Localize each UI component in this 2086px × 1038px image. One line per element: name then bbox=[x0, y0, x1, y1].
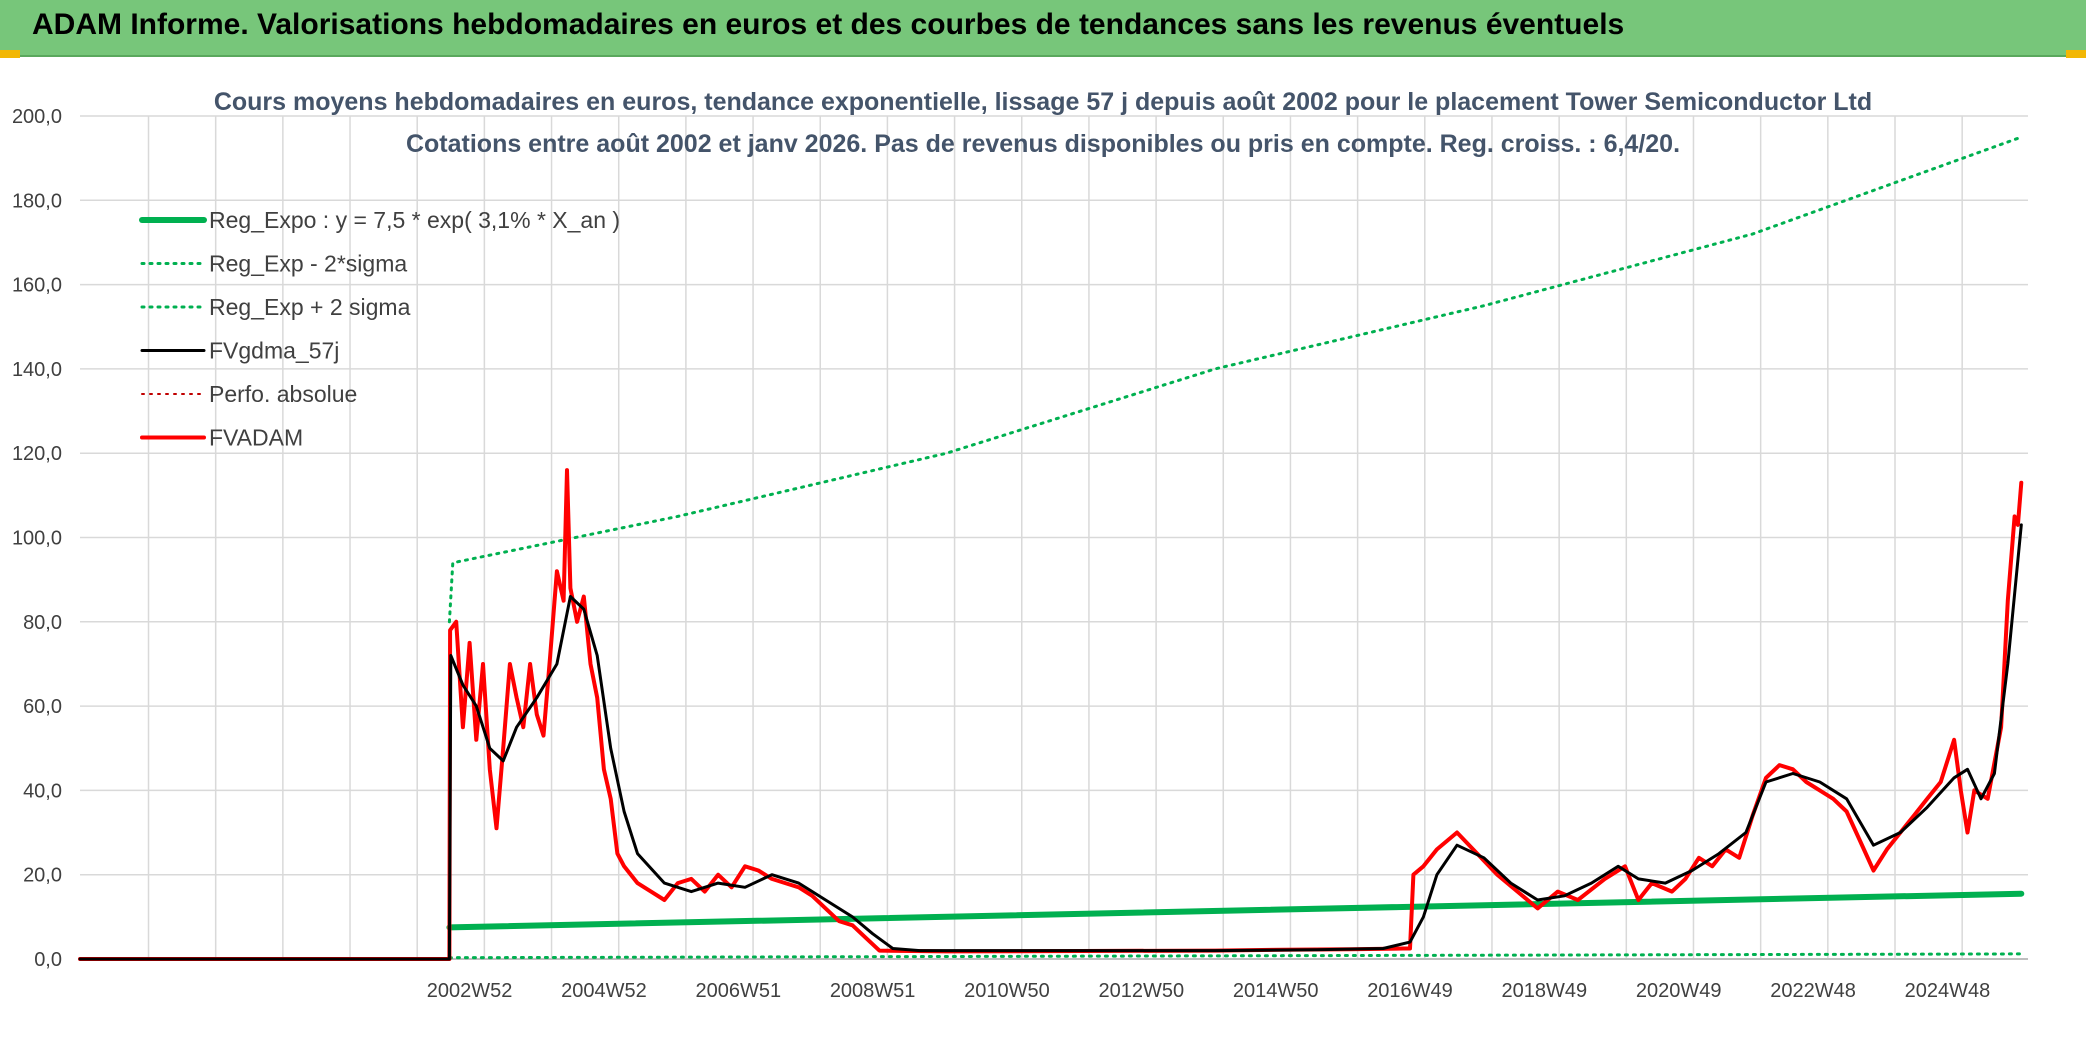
y-tick-label: 60,0 bbox=[23, 696, 62, 718]
x-tick-label: 2010W50 bbox=[964, 980, 1050, 1002]
legend-label: Perfo. absolue bbox=[209, 381, 357, 407]
x-tick-label: 2022W48 bbox=[1770, 980, 1856, 1002]
y-tick-label: 20,0 bbox=[23, 865, 62, 887]
x-tick-label: 2012W50 bbox=[1099, 980, 1185, 1002]
series-line-2 bbox=[447, 135, 2023, 624]
legend-label: FVgdma_57j bbox=[209, 338, 339, 364]
corner-marker-left bbox=[0, 50, 20, 58]
legend-label: FVADAM bbox=[209, 425, 303, 451]
x-tick-label: 2024W48 bbox=[1905, 980, 1991, 1002]
y-tick-label: 80,0 bbox=[23, 612, 62, 634]
y-tick-label: 180,0 bbox=[12, 190, 62, 212]
series-line-1 bbox=[447, 952, 2023, 960]
legend-label: Reg_Expo : y = 7,5 * exp( 3,1% * X_an ) bbox=[209, 207, 620, 233]
x-tick-label: 2008W51 bbox=[830, 980, 916, 1002]
y-tick-label: 120,0 bbox=[12, 443, 62, 465]
corner-marker-right bbox=[2066, 50, 2086, 58]
legend-label: Reg_Exp - 2*sigma bbox=[209, 251, 407, 277]
header-banner: ADAM Informe. Valorisations hebdomadaire… bbox=[0, 0, 2086, 57]
page-title: ADAM Informe. Valorisations hebdomadaire… bbox=[32, 8, 1625, 41]
series-line-3 bbox=[78, 523, 2023, 961]
x-tick-label: 2016W49 bbox=[1367, 980, 1453, 1002]
x-tick-label: 2020W49 bbox=[1636, 980, 1722, 1002]
x-tick-label: 2006W51 bbox=[695, 980, 781, 1002]
chart-title: Cours moyens hebdomadaires en euros, ten… bbox=[214, 88, 1872, 116]
series-line-5 bbox=[78, 468, 2024, 961]
y-tick-label: 200,0 bbox=[12, 106, 62, 128]
y-tick-label: 0,0 bbox=[34, 949, 62, 971]
x-tick-label: 2004W52 bbox=[561, 980, 647, 1002]
chart: 0,0 20,0 40,0 60,0 80,0 100,0 120,0 140,0 160,0 1… bbox=[12, 88, 2028, 1002]
y-tick-label: 140,0 bbox=[12, 359, 62, 381]
y-tick-label: 100,0 bbox=[12, 528, 62, 550]
x-tick-label: 2018W49 bbox=[1502, 980, 1588, 1002]
series-line-0 bbox=[446, 890, 2025, 931]
x-tick-label: 2002W52 bbox=[427, 980, 513, 1002]
y-tick-label: 40,0 bbox=[23, 780, 62, 802]
y-tick-label: 160,0 bbox=[12, 275, 62, 297]
chart-subtitle: Cotations entre août 2002 et janv 2026. … bbox=[406, 130, 1680, 158]
x-tick-label: 2014W50 bbox=[1233, 980, 1319, 1002]
legend-label: Reg_Exp + 2 sigma bbox=[209, 294, 411, 320]
